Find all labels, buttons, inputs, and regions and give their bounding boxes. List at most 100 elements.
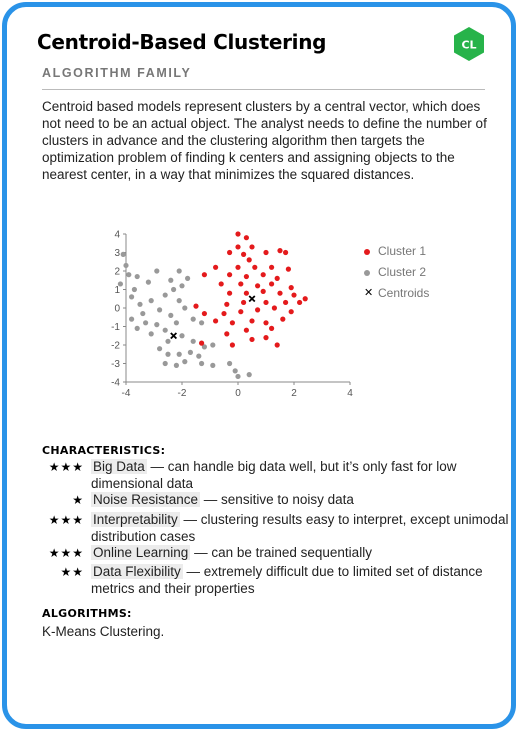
- cluster1-point: [297, 299, 303, 306]
- cluster2-point: [157, 307, 163, 313]
- y-tick-label: 0: [114, 304, 120, 315]
- cluster2-point: [201, 344, 207, 350]
- cluster2-point: [157, 346, 163, 352]
- cluster1-point: [288, 285, 294, 291]
- cluster2-point: [190, 316, 196, 322]
- cluster2-point: [129, 316, 135, 322]
- cluster1-point: [271, 305, 277, 311]
- cluster1-point: [238, 281, 244, 287]
- cluster2-point: [137, 301, 143, 307]
- cluster1-point: [274, 342, 280, 348]
- cluster2-point: [176, 268, 182, 274]
- cluster1-point: [255, 307, 261, 313]
- cluster1-point: [227, 272, 233, 278]
- cluster1-point: [243, 327, 249, 333]
- cluster1-point: [235, 231, 241, 237]
- legend-cross-icon: ✕: [364, 287, 374, 299]
- cluster1-point: [269, 281, 275, 287]
- cluster1-point: [263, 299, 269, 306]
- characteristic-text: — can handle big data well, but it’s onl…: [91, 459, 457, 491]
- chart-legend: Cluster 1 Cluster 2 ✕ Centroids: [364, 240, 429, 303]
- cluster2-point: [154, 322, 160, 328]
- cluster2-point: [165, 338, 171, 344]
- x-tick-label: 0: [235, 388, 241, 399]
- characteristics-heading: CHARACTERISTICS:: [42, 444, 166, 457]
- cluster2-point: [199, 320, 205, 326]
- cluster1-point: [193, 303, 199, 309]
- cluster2-point: [232, 368, 238, 374]
- cluster2-point: [134, 325, 140, 331]
- y-tick-label: 2: [114, 267, 120, 278]
- badge-label: CL: [461, 39, 476, 52]
- cluster1-point: [227, 290, 233, 296]
- cluster1-point: [285, 266, 291, 272]
- card-subtitle: ALGORITHM FAMILY: [42, 66, 192, 80]
- cluster2-point: [235, 373, 241, 380]
- cluster1-point: [260, 288, 266, 294]
- cluster1-point: [255, 283, 261, 289]
- cluster2-point: [148, 331, 154, 337]
- cluster1-point: [246, 257, 252, 263]
- cluster2-point: [145, 279, 151, 285]
- cluster1-point: [288, 309, 294, 315]
- cluster1-point: [243, 273, 249, 280]
- cluster1-point: [221, 310, 227, 317]
- legend-gray-dot-icon: [364, 269, 370, 276]
- cluster2-point: [196, 353, 202, 359]
- cluster1-point: [260, 272, 266, 278]
- cluster2-point: [246, 372, 252, 378]
- cluster2-point: [123, 262, 129, 269]
- cluster1-point: [213, 264, 219, 270]
- characteristic-text: — extremely difficult due to limited set…: [91, 564, 483, 596]
- badge-hexagon-icon: CL: [451, 26, 487, 62]
- characteristic-term: Data Flexibility: [91, 564, 183, 579]
- cluster1-point: [243, 290, 249, 296]
- cluster2-point: [182, 359, 188, 365]
- cluster1-point: [263, 335, 269, 341]
- cluster1-point: [283, 249, 289, 256]
- cluster1-point: [238, 309, 244, 315]
- cluster1-point: [201, 272, 207, 278]
- cluster2-point: [126, 272, 132, 278]
- cluster2-point: [210, 362, 216, 368]
- cluster1-point: [218, 281, 224, 287]
- cluster1-point: [227, 249, 233, 256]
- cluster2-point: [162, 327, 168, 333]
- legend-label: Cluster 2: [378, 264, 427, 279]
- cluster2-point: [154, 268, 160, 274]
- cluster1-point: [263, 249, 269, 256]
- x-tick-label: -4: [122, 388, 131, 399]
- cluster1-point: [249, 244, 255, 250]
- legend-item-centroids: ✕ Centroids: [364, 282, 429, 303]
- algorithms-heading: ALGORITHMS:: [42, 607, 132, 620]
- cluster2-point: [190, 338, 196, 344]
- cluster1-point: [302, 296, 308, 302]
- cluster2-point: [140, 310, 146, 317]
- cluster1-point: [235, 264, 241, 270]
- legend-label: Cluster 1: [378, 243, 427, 258]
- x-tick-label: -2: [178, 388, 187, 399]
- cluster2-point: [185, 275, 191, 281]
- cluster1-point: [277, 248, 283, 254]
- characteristic-text: — can be trained sequentially: [190, 545, 372, 560]
- legend-item-cluster2: Cluster 2: [364, 261, 429, 282]
- centroid-marker: [248, 295, 256, 303]
- cluster1-point: [274, 275, 280, 281]
- x-tick-label: 4: [347, 388, 353, 399]
- characteristic-term: Online Learning: [91, 545, 191, 560]
- cluster2-point: [117, 281, 123, 287]
- legend-item-cluster1: Cluster 1: [364, 240, 429, 261]
- algorithms-list: K-Means Clustering.: [42, 624, 165, 639]
- legend-red-dot-icon: [364, 248, 370, 255]
- cluster2-point: [120, 251, 126, 257]
- x-tick-label: 2: [291, 388, 297, 399]
- cluster2-point: [187, 349, 193, 355]
- rating-stars-icon: ★★★: [48, 513, 84, 527]
- centroid-marker: [170, 332, 178, 340]
- rating-stars-icon: ★: [72, 493, 84, 507]
- cluster2-point: [162, 360, 168, 367]
- cluster2-point: [148, 298, 154, 304]
- rating-stars-icon: ★★★: [48, 546, 84, 560]
- cluster1-point: [229, 320, 235, 326]
- characteristic-term: Interpretability: [91, 512, 180, 527]
